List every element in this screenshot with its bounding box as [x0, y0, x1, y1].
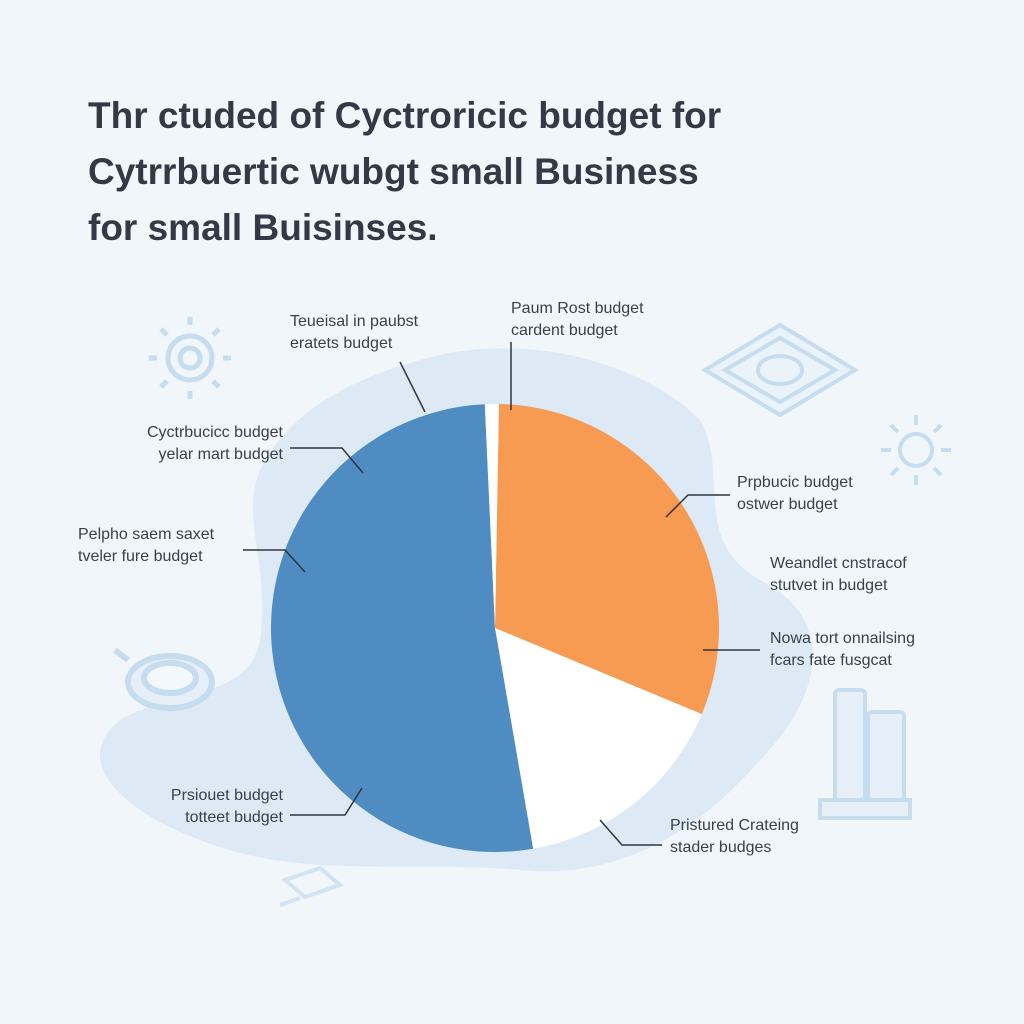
slice-label: Teueisal in paubst eratets budget [290, 313, 419, 352]
leader-line [243, 549, 306, 573]
title-line: for small Buisinses. [88, 207, 438, 248]
slice-label: Pristured Crateing stader budges [670, 817, 799, 856]
slice-label: Pelpho saem saxet tveler fure budget [78, 526, 215, 565]
slice-label: Paum Rost budget cardent budget [511, 300, 644, 339]
title-line: Cytrrbuertic wubgt small Business [88, 151, 699, 192]
slice-label: Nowa tort onnailsing fcars fate fusgcat [770, 630, 915, 669]
magnifier-icon [113, 647, 215, 711]
slice-label: Cyctrbucicc budget yelar mart budget [146, 424, 283, 463]
pie-slice-1 [495, 628, 702, 849]
tablet-icon [701, 322, 859, 418]
leader-line [290, 787, 363, 816]
slice-label: Prsiouet budget totteet budget [170, 787, 283, 826]
leader-lines [243, 342, 760, 846]
pie-slice-3 [484, 404, 499, 628]
card-icon [279, 865, 344, 907]
leader-line [665, 494, 730, 518]
device-icon [818, 688, 912, 820]
title-line: Thr ctuded of Cyctroricic budget for [88, 95, 722, 136]
slice-label: Weandlet cnstracof stutvet in budget [770, 555, 907, 594]
pie-slice-2 [271, 404, 534, 852]
gear-icon [149, 317, 231, 399]
slice-label: Prpbucic budget ostwer budget [737, 474, 853, 513]
leader-line [290, 447, 364, 474]
pie-slice-0 [495, 404, 719, 715]
leader-line [599, 819, 662, 846]
chart-title: Thr ctuded of Cyctroricic budget for Cyt… [88, 88, 948, 256]
leader-line [399, 361, 426, 413]
sun-icon [881, 415, 951, 485]
